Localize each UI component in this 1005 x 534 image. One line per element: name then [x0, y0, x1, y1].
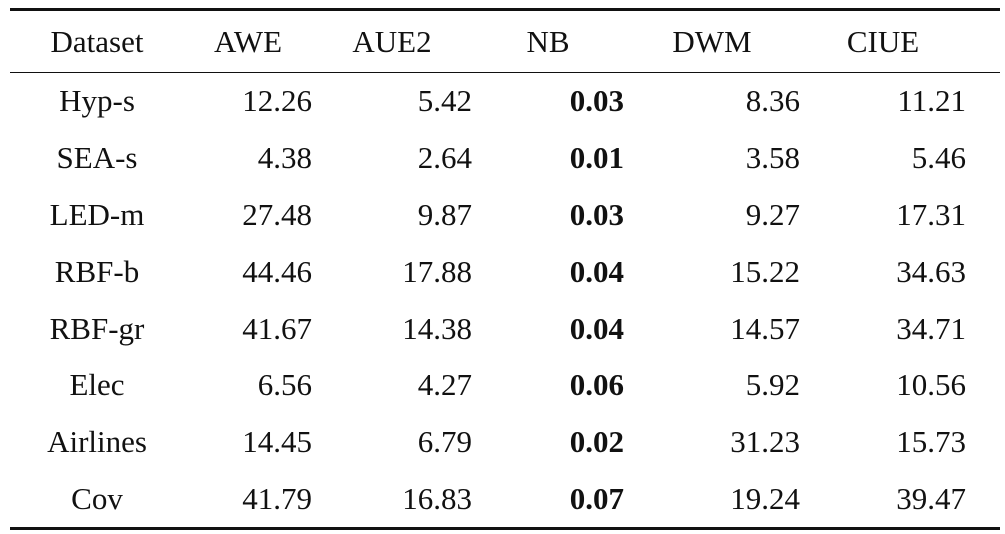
column-header-nb: NB [526, 23, 570, 59]
dataset-cell: RBF-b [54, 253, 140, 289]
dwm-cell: 3.58 [745, 140, 800, 176]
row-spacer [966, 187, 1000, 244]
table-row: LED-m 27.48 9.87 0.03 9.27 17.31 [10, 187, 1000, 244]
column-header-aue2: AUE2 [352, 23, 432, 59]
awe-cell: 4.38 [257, 140, 312, 176]
nb-cell: 0.04 [569, 310, 624, 346]
dwm-cell: 14.57 [730, 310, 800, 346]
header-spacer [966, 10, 1000, 73]
table-body: Hyp-s 12.26 5.42 0.03 8.36 11.21 SEA-s 4… [10, 73, 1000, 529]
aue2-cell: 4.27 [417, 367, 472, 403]
dataset-cell: LED-m [49, 196, 145, 232]
ciue-cell: 39.47 [896, 480, 966, 516]
header-row: Dataset AWE AUE2 NB DWM CIUE [10, 9, 1000, 73]
table-row: RBF-b 44.46 17.88 0.04 15.22 34.63 [10, 243, 1000, 300]
dwm-cell: 19.24 [730, 480, 800, 516]
nb-cell: 0.01 [569, 140, 624, 176]
row-spacer [966, 130, 1000, 187]
aue2-cell: 14.38 [402, 310, 472, 346]
dwm-cell: 15.22 [730, 253, 800, 289]
dataset-cell: SEA-s [56, 140, 138, 176]
ciue-cell: 5.46 [911, 140, 966, 176]
table-row: SEA-s 4.38 2.64 0.01 3.58 5.46 [10, 130, 1000, 187]
column-header-dataset: Dataset [50, 23, 144, 59]
dataset-cell: Cov [71, 480, 123, 516]
ciue-cell: 34.71 [896, 310, 966, 346]
row-spacer [966, 300, 1000, 357]
nb-cell: 0.07 [569, 480, 624, 516]
dwm-cell: 5.92 [745, 367, 800, 403]
nb-cell: 0.02 [569, 424, 624, 460]
nb-cell: 0.03 [569, 83, 624, 119]
aue2-cell: 16.83 [402, 480, 472, 516]
dwm-cell: 9.27 [745, 196, 800, 232]
dataset-cell: Airlines [47, 424, 147, 460]
nb-cell: 0.03 [569, 196, 624, 232]
column-header-ciue: CIUE [846, 23, 920, 59]
aue2-cell: 2.64 [417, 140, 472, 176]
table-row: Hyp-s 12.26 5.42 0.03 8.36 11.21 [10, 73, 1000, 130]
dataset-cell: Elec [69, 367, 125, 403]
aue2-cell: 5.42 [417, 83, 472, 119]
nb-cell: 0.04 [569, 253, 624, 289]
ciue-cell: 11.21 [897, 83, 966, 119]
row-spacer [966, 357, 1000, 414]
row-spacer [966, 471, 1000, 529]
awe-cell: 6.56 [257, 367, 312, 403]
dataset-cell: RBF-gr [49, 310, 145, 346]
results-table: Dataset AWE AUE2 NB DWM CIUE Hyp-s 12.26… [10, 8, 1000, 530]
row-spacer [966, 414, 1000, 471]
table-row: Airlines 14.45 6.79 0.02 31.23 15.73 [10, 414, 1000, 471]
nb-cell: 0.06 [569, 367, 624, 403]
ciue-cell: 34.63 [896, 253, 966, 289]
aue2-cell: 9.87 [417, 196, 472, 232]
row-spacer [966, 73, 1000, 130]
awe-cell: 14.45 [242, 424, 312, 460]
table-row: RBF-gr 41.67 14.38 0.04 14.57 34.71 [10, 300, 1000, 357]
dwm-cell: 8.36 [745, 83, 800, 119]
awe-cell: 27.48 [242, 196, 312, 232]
column-header-awe: AWE [213, 23, 283, 59]
ciue-cell: 15.73 [896, 424, 966, 460]
row-spacer [966, 243, 1000, 300]
ciue-cell: 10.56 [896, 367, 966, 403]
table-row: Cov 41.79 16.83 0.07 19.24 39.47 [10, 471, 1000, 529]
dwm-cell: 31.23 [730, 424, 800, 460]
awe-cell: 44.46 [242, 253, 312, 289]
awe-cell: 41.67 [242, 310, 312, 346]
column-header-dwm: DWM [672, 23, 752, 59]
results-table-container: Dataset AWE AUE2 NB DWM CIUE Hyp-s 12.26… [10, 8, 1000, 530]
awe-cell: 12.26 [242, 83, 312, 119]
dataset-cell: Hyp-s [59, 83, 135, 119]
ciue-cell: 17.31 [896, 196, 966, 232]
awe-cell: 41.79 [242, 480, 312, 516]
aue2-cell: 17.88 [402, 253, 472, 289]
table-row: Elec 6.56 4.27 0.06 5.92 10.56 [10, 357, 1000, 414]
aue2-cell: 6.79 [417, 424, 472, 460]
